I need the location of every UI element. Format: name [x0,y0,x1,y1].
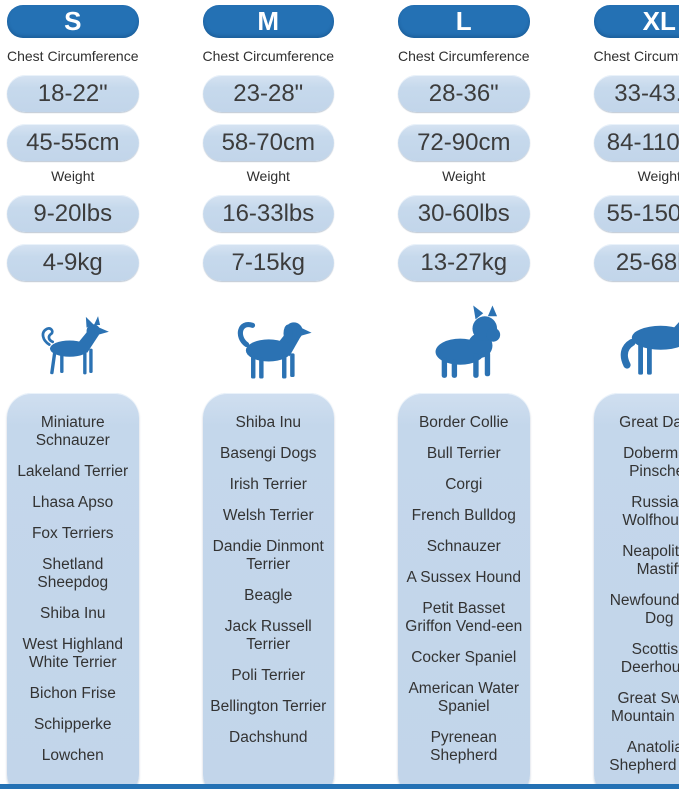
breed-item: A Sussex Hound [406,568,522,586]
breed-item: Bichon Frise [29,684,116,702]
breed-item: Cocker Spaniel [411,648,517,666]
breed-item: West Highland White Terrier [22,635,123,671]
small-dog-icon [7,287,139,385]
breed-item: Shetland Sheepdog [37,555,109,591]
breed-item: Schipperke [33,715,112,733]
size-badge-m: M [202,5,334,38]
chest-inches-value: 23-28" [202,75,334,112]
breed-item: Great Dane [619,414,679,431]
breed-item: Corgi [445,475,483,493]
breed-item: Bull Terrier [426,444,501,462]
size-column-m: M Chest Circumference 23-28" 58-70cm Wei… [202,0,335,789]
weight-label: Weight [637,168,679,184]
breed-item: Basengi Dogs [219,444,317,462]
weight-kg-value: 7-15kg [202,244,334,281]
size-column-xl: XL Chest Circumference 33-43.5" 84-110cm… [593,0,679,789]
breed-item: Pyrenean Shepherd [430,728,498,764]
size-column-s: S Chest Circumference 18-22" 45-55cm Wei… [7,0,139,789]
weight-kg-value: 25-68kg [593,244,679,281]
chest-inches-value: 28-36" [398,75,530,112]
breed-item: Shiba Inu [235,414,302,431]
breed-item: Neapolitan Mastiff [622,542,679,578]
breed-item: Doberman Pinscher [623,444,679,480]
breed-item: Bellington Terrier [210,697,327,715]
breed-list-l: Border Collie Bull Terrier Corgi French … [398,393,530,789]
medium-dog-icon [203,287,335,385]
size-badge-xl: XL [593,5,679,38]
breed-item: Fox Terriers [31,524,114,542]
chest-cm-value: 45-55cm [7,124,139,161]
weight-lbs-value: 16-33lbs [202,195,334,232]
breed-item: Irish Terrier [229,475,307,493]
size-badge-l: L [398,5,530,38]
breed-item: Russian Wolfhound [622,493,679,529]
weight-kg-value: 4-9kg [7,244,139,281]
breed-item: French Bulldog [411,506,516,524]
breed-item: Lakeland Terrier [17,462,129,480]
breed-item: Schnauzer [426,537,501,555]
chest-circumference-label: Chest Circumference [398,48,530,64]
chest-circumference-label: Chest Circumference [593,48,679,64]
breed-item: Jack Russell Terrier [224,617,312,653]
breed-item: Beagle [244,586,293,604]
breed-item: Newfoundland Dog [609,591,679,627]
size-badge-s: S [7,5,139,38]
breed-item: Miniature Schnauzer [35,414,110,449]
large-dog-icon [398,287,530,385]
breed-item: Dachshund [229,728,308,746]
breed-item: Shiba Inu [40,604,106,622]
bottom-accent-bar [0,784,679,789]
breed-item: Scottish Deerhound [620,640,679,676]
breed-item: Lowchen [41,746,104,764]
chest-circumference-label: Chest Circumference [202,48,335,64]
weight-label: Weight [51,168,95,184]
chest-cm-value: 84-110cm [593,124,679,161]
weight-lbs-value: 9-20lbs [7,195,139,232]
breed-item: Lhasa Apso [32,493,114,511]
weight-lbs-value: 30-60lbs [398,195,530,232]
breed-item: Welsh Terrier [222,506,314,524]
breed-item: Great Swiss Mountain Dog [610,689,679,725]
breed-item: Petit Basset Griffon Vend-een [405,599,523,635]
size-column-l: L Chest Circumference 28-36" 72-90cm Wei… [398,0,530,789]
breed-list-m: Shiba Inu Basengi Dogs Irish Terrier Wel… [202,393,334,789]
breed-list-xl: Great Dane Doberman Pinscher Russian Wol… [593,393,679,789]
chest-circumference-label: Chest Circumference [7,48,139,64]
breed-item: Dandie Dinmont Terrier [212,537,324,573]
breed-item: American Water Spaniel [408,679,520,715]
chest-inches-value: 18-22" [7,75,139,112]
breed-item: Border Collie [418,414,509,431]
chest-cm-value: 72-90cm [398,124,530,161]
weight-kg-value: 13-27kg [398,244,530,281]
chest-inches-value: 33-43.5" [593,75,679,112]
weight-lbs-value: 55-150lbs [593,195,679,232]
weight-label: Weight [246,168,290,184]
breed-item: Poli Terrier [231,666,306,684]
breed-item: Anatolian Shepherd Dog [609,738,679,774]
chest-cm-value: 58-70cm [202,124,334,161]
breed-list-s: Miniature Schnauzer Lakeland Terrier Lha… [7,393,139,789]
weight-label: Weight [442,168,486,184]
xlarge-dog-icon [594,287,679,385]
